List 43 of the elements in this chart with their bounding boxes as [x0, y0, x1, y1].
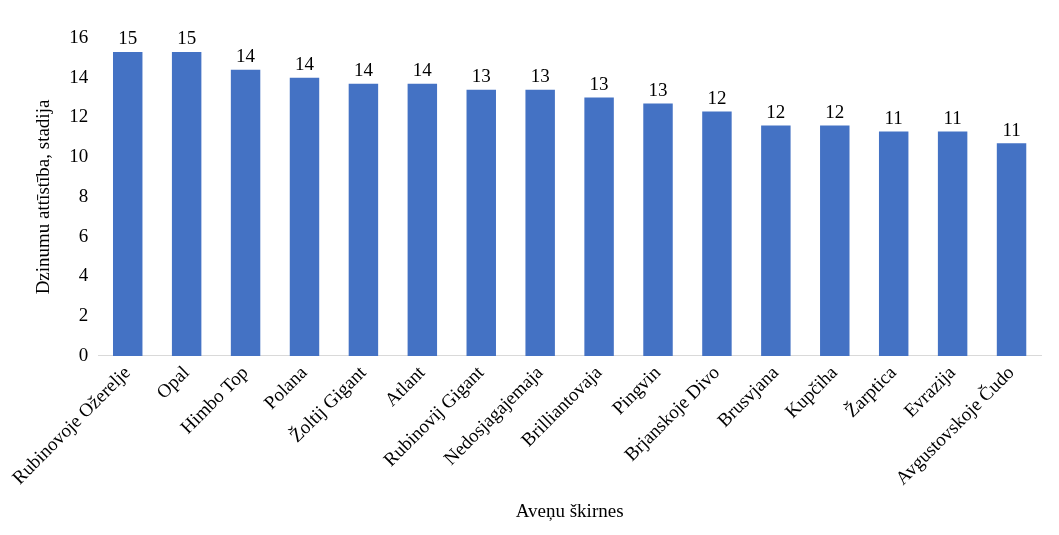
- data-label: 13: [530, 65, 550, 87]
- data-label: 15: [118, 27, 138, 49]
- bar: [584, 97, 614, 356]
- y-tick-label: 8: [78, 184, 89, 206]
- bar: [466, 89, 496, 356]
- bar: [761, 125, 791, 356]
- y-axis-title: Dzinumu attīstība, stadija: [31, 99, 53, 295]
- y-tick-label: 6: [78, 224, 89, 246]
- y-tick-label: 12: [69, 105, 89, 127]
- bar: [937, 131, 968, 356]
- data-label: 13: [648, 79, 668, 101]
- bar: [820, 125, 850, 356]
- bar: [348, 83, 379, 356]
- y-tick-label: 10: [69, 145, 89, 167]
- bar: [113, 51, 143, 356]
- y-tick-label: 16: [69, 25, 89, 47]
- bar: [230, 69, 261, 356]
- data-label: 11: [884, 106, 903, 128]
- y-tick-label: 2: [78, 304, 89, 326]
- x-axis-title: Aveņu škirnes: [515, 499, 624, 521]
- bar: [878, 131, 909, 356]
- bar: [171, 51, 202, 356]
- data-label: 13: [589, 73, 609, 95]
- data-label: 14: [236, 45, 256, 67]
- data-label: 14: [412, 59, 433, 81]
- data-label: 14: [294, 53, 315, 75]
- data-label: 11: [943, 106, 962, 128]
- bar: [643, 103, 673, 356]
- y-tick-label: 14: [69, 65, 89, 87]
- data-label: 15: [177, 27, 197, 49]
- data-label: 14: [353, 59, 374, 81]
- bar: [525, 89, 555, 356]
- y-tick-label: 4: [78, 264, 89, 286]
- data-label: 11: [1002, 118, 1021, 140]
- bar: [407, 83, 438, 356]
- bar: [289, 77, 320, 356]
- y-tick-label: 0: [78, 343, 89, 365]
- bar: [996, 143, 1027, 356]
- bar: [702, 111, 732, 356]
- data-label: 13: [471, 65, 491, 87]
- data-label: 12: [825, 100, 845, 122]
- data-label: 12: [707, 87, 727, 109]
- data-label: 12: [766, 100, 786, 122]
